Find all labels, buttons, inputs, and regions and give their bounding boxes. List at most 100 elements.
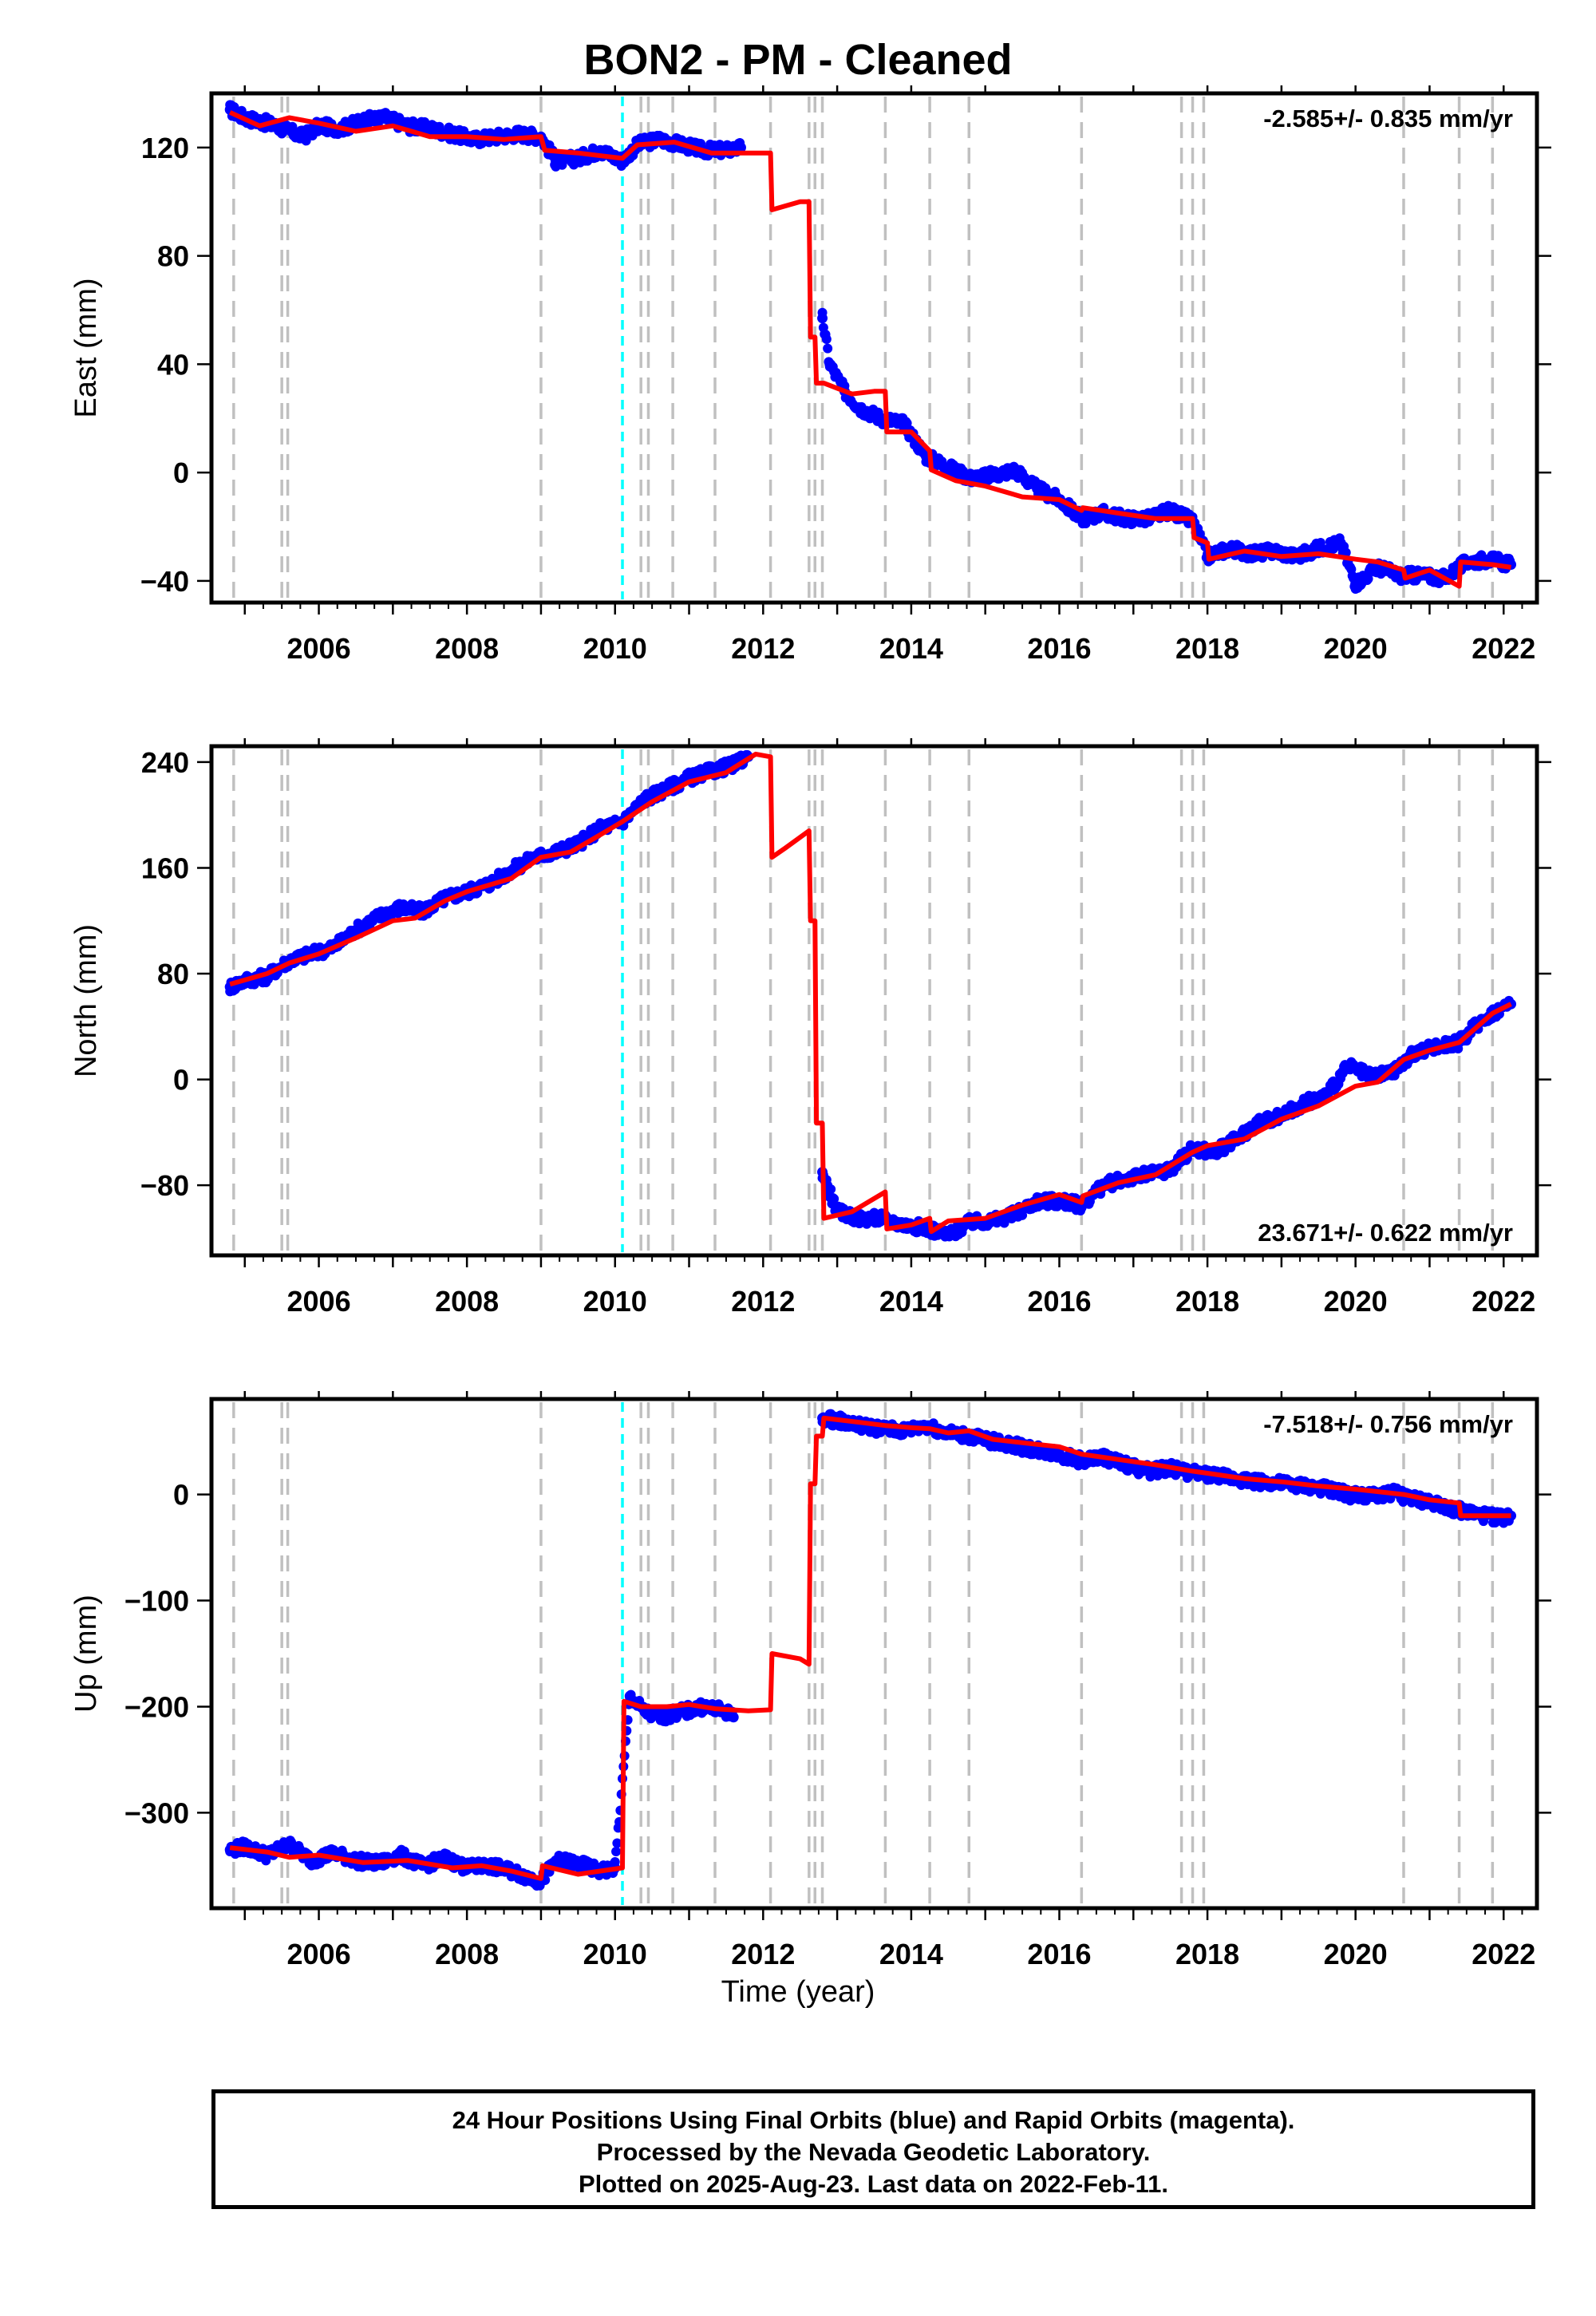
rate-label: -7.518+/- 0.756 mm/yr (1263, 1410, 1513, 1438)
data-point (1313, 543, 1324, 554)
model-line (228, 110, 1511, 589)
data-point-cloud (225, 100, 1515, 594)
plot-frame (209, 744, 1539, 1258)
y-tick-label: −300 (124, 1796, 189, 1829)
data-point (728, 1712, 739, 1723)
x-axis-label: Time (year) (721, 1975, 875, 2009)
x-tick-label: 2014 (879, 632, 943, 665)
data-point-fill (829, 1194, 839, 1204)
x-tick-label: 2008 (435, 632, 499, 665)
data-point (899, 418, 910, 429)
x-tick-label: 2022 (1472, 632, 1535, 665)
data-point (1254, 1117, 1265, 1128)
data-point (624, 1690, 635, 1701)
data-point (942, 1230, 954, 1241)
data-point (550, 156, 561, 167)
x-tick-label: 2016 (1027, 632, 1091, 665)
data-point (1009, 464, 1021, 476)
data-point-fill (1363, 574, 1373, 584)
y-tick-label: 120 (141, 132, 189, 164)
data-point-cloud (225, 749, 1515, 1242)
y-tick-label: 240 (141, 746, 189, 779)
data-point (1076, 1455, 1087, 1466)
data-point (283, 1839, 294, 1850)
x-tick-label: 2012 (731, 1285, 795, 1318)
model-line (229, 751, 1512, 1235)
panel-up: 2006 2008 2010 2012 2014 2016 2018 2020 2022 −300… (69, 1391, 1551, 1970)
data-point (654, 1712, 665, 1723)
data-point (1365, 1071, 1376, 1082)
data-point (1224, 543, 1235, 554)
x-tick-label: 2022 (1472, 1285, 1535, 1318)
y-tick-label: −80 (140, 1169, 189, 1202)
data-point (824, 358, 836, 370)
data-point (595, 144, 606, 156)
data-point (1298, 1097, 1310, 1109)
x-tick-label: 2020 (1324, 632, 1388, 665)
chart-title: BON2 - PM - Cleaned (583, 36, 1013, 84)
data-point (506, 865, 517, 876)
data-point (854, 1213, 865, 1224)
data-point-fill (823, 343, 833, 354)
data-point (1209, 1147, 1220, 1158)
data-point (572, 152, 583, 164)
data-point (350, 924, 361, 935)
x-tick-label: 2018 (1175, 632, 1239, 665)
x-tick-label: 2006 (287, 1285, 351, 1318)
model-line (229, 1415, 1511, 1881)
data-point (1342, 1061, 1353, 1072)
panel-east: 2006 2008 2010 2012 2014 2016 2018 2020 2022 −40 0… (69, 85, 1551, 665)
y-tick-label: 160 (141, 852, 189, 884)
footer-line-2: Processed by the Nevada Geodetic Laborat… (596, 2138, 1151, 2166)
y-tick-label: 40 (157, 348, 189, 381)
data-point (1342, 1489, 1353, 1500)
x-tick-label: 2012 (731, 632, 795, 665)
x-tick-label: 2014 (879, 1285, 943, 1318)
data-point-cloud (225, 1409, 1515, 1891)
y-axis-label: North (mm) (69, 924, 103, 1077)
x-tick-label: 2018 (1175, 1938, 1239, 1970)
data-point-fill (826, 1184, 836, 1195)
plot-frame (209, 91, 1539, 605)
data-point (550, 1855, 561, 1866)
rate-label: -2.585+/- 0.835 mm/yr (1263, 105, 1513, 132)
data-point (1350, 578, 1361, 589)
x-tick-label: 2020 (1324, 1938, 1388, 1970)
x-tick-label: 2014 (879, 1938, 943, 1970)
x-tick-label: 2010 (583, 632, 647, 665)
rate-label: 23.671+/- 0.622 mm/yr (1258, 1219, 1513, 1247)
data-point (358, 115, 369, 126)
data-point (439, 1853, 450, 1864)
data-point (1143, 1465, 1154, 1476)
data-point (373, 911, 384, 923)
data-point (1365, 1491, 1376, 1502)
x-tick-label: 2010 (583, 1285, 647, 1318)
data-point (395, 1850, 406, 1861)
data-point (572, 1858, 583, 1869)
x-tick-label: 2022 (1472, 1938, 1535, 1970)
data-point-fill (611, 1847, 622, 1857)
data-point (425, 123, 436, 134)
data-point (854, 402, 865, 413)
x-tick-label: 2012 (731, 1938, 795, 1970)
data-point (676, 1706, 687, 1717)
x-tick-label: 2016 (1027, 1938, 1091, 1970)
x-tick-label: 2006 (287, 1938, 351, 1970)
x-tick-label: 2016 (1027, 1285, 1091, 1318)
panel-north: 2006 2008 2010 2012 2014 2016 2018 2020 2022 −80 0… (69, 738, 1551, 1318)
data-point (1009, 1209, 1021, 1220)
x-tick-label: 2018 (1175, 1285, 1239, 1318)
y-axis-label: East (mm) (69, 278, 103, 417)
data-point (1165, 505, 1176, 516)
footer-box: 24 Hour Positions Using Final Orbits (bl… (211, 2089, 1535, 2209)
x-tick-label: 2010 (583, 1938, 647, 1970)
footer-line-3: Plotted on 2025-Aug-23. Last data on 202… (578, 2170, 1169, 2198)
footer-line-1: 24 Hour Positions Using Final Orbits (bl… (452, 2106, 1295, 2134)
data-point (1335, 537, 1346, 548)
data-point (298, 131, 310, 142)
data-point-fill (612, 1838, 622, 1848)
x-tick-label: 2006 (287, 632, 351, 665)
y-axis-label: Up (mm) (69, 1595, 103, 1713)
y-tick-label: −200 (124, 1690, 189, 1723)
